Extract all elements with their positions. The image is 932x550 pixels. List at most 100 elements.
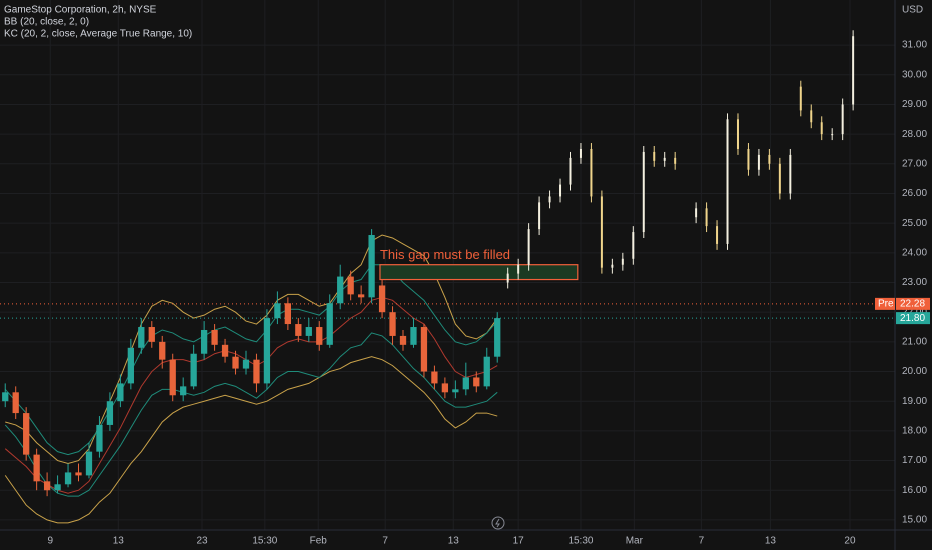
candle-body xyxy=(378,285,386,313)
grid xyxy=(0,0,895,530)
candle-body xyxy=(410,327,417,345)
candle-body xyxy=(747,148,750,170)
x-tick-label: 20 xyxy=(844,536,856,547)
candle-body xyxy=(284,303,292,325)
candle-body xyxy=(85,451,93,476)
candle-body xyxy=(559,184,562,197)
price-badge xyxy=(896,312,930,325)
candle-body xyxy=(789,154,792,194)
candle-body xyxy=(820,122,823,135)
candle-body xyxy=(695,208,698,218)
candle-body xyxy=(590,148,593,197)
x-tick-label: 7 xyxy=(382,536,388,547)
y-tick-label: 28.00 xyxy=(902,129,927,140)
candle-body xyxy=(64,472,72,485)
candle-body xyxy=(368,235,375,298)
annotation-box xyxy=(379,264,579,281)
indicator-label: KC (20, 2, close, Average True Range, 10… xyxy=(4,29,192,40)
candle-body xyxy=(96,424,103,452)
candle-body xyxy=(399,335,407,345)
candle-body xyxy=(736,119,739,149)
candle-body xyxy=(12,392,19,414)
candle-body xyxy=(347,276,354,295)
candle-body xyxy=(431,371,438,384)
candle-body xyxy=(253,359,260,384)
band-line xyxy=(4,296,498,494)
candle-body xyxy=(483,356,490,387)
candle-body xyxy=(148,327,155,342)
candle-body xyxy=(810,110,813,123)
y-tick-label: 21.00 xyxy=(902,336,927,347)
y-tick-label: 30.00 xyxy=(902,69,927,80)
candle-body xyxy=(138,327,145,348)
x-tick-label: 13 xyxy=(448,536,460,547)
candle-body xyxy=(538,202,541,230)
candle-body xyxy=(211,329,218,345)
candle-body xyxy=(263,318,271,384)
candle-body xyxy=(663,157,666,161)
candle-body xyxy=(600,196,603,268)
band-line xyxy=(4,264,498,456)
candle-body xyxy=(326,303,333,345)
candle-body xyxy=(852,36,855,105)
candle-body xyxy=(517,264,520,274)
candle-body xyxy=(305,327,312,336)
candle-body xyxy=(621,258,624,265)
candle-body xyxy=(462,377,469,390)
candle-body xyxy=(716,226,719,244)
candle-body xyxy=(579,148,582,158)
candle-body xyxy=(221,344,229,357)
candle-body xyxy=(169,359,176,396)
candle-body xyxy=(642,151,645,233)
replay-icon[interactable] xyxy=(491,516,505,530)
candle-body xyxy=(632,232,635,259)
candle-body xyxy=(799,86,802,111)
candle-body xyxy=(117,383,124,402)
chart-title: GameStop Corporation, 2h, NYSE xyxy=(4,5,157,16)
candle-body xyxy=(337,276,344,304)
x-tick-label: 7 xyxy=(699,536,705,547)
x-tick-label: 15:30 xyxy=(252,536,277,547)
candle-body xyxy=(441,383,449,393)
candle-body xyxy=(127,347,134,384)
x-tick-label: 23 xyxy=(196,536,208,547)
x-tick-label: 13 xyxy=(765,536,777,547)
candle-body xyxy=(106,401,114,425)
candle-body xyxy=(569,157,572,185)
candle-body xyxy=(705,208,708,227)
candle-body xyxy=(159,341,166,360)
candle-body xyxy=(726,119,729,244)
price-tag-badge xyxy=(875,297,895,310)
candle-body xyxy=(757,154,760,170)
candle-body xyxy=(33,454,40,482)
y-tick-label: 15.00 xyxy=(902,515,927,526)
y-tick-label: 20.00 xyxy=(902,366,927,377)
y-tick-label: 17.00 xyxy=(902,455,927,466)
band-line xyxy=(4,332,498,497)
candle-body xyxy=(316,327,323,345)
y-tick-label: 27.00 xyxy=(902,158,927,169)
candle-body xyxy=(190,353,197,387)
candle-body xyxy=(506,273,509,283)
price-badge xyxy=(896,297,930,310)
price-label: 21.80 xyxy=(900,313,925,324)
candle-body xyxy=(358,294,365,298)
candle-body xyxy=(778,163,781,194)
candle-body xyxy=(494,318,501,357)
y-tick-label: 29.00 xyxy=(902,99,927,110)
candle-body xyxy=(274,303,281,319)
candle-body xyxy=(420,327,428,372)
candle-body xyxy=(841,104,844,135)
y-tick-label: 18.00 xyxy=(902,426,927,437)
candle-body xyxy=(527,229,530,265)
candle-body xyxy=(452,389,459,393)
candle-body xyxy=(831,134,834,136)
price-tag: Pre xyxy=(878,299,894,310)
x-tick-label: 9 xyxy=(47,536,53,547)
candle-body xyxy=(295,324,302,336)
candle-body xyxy=(23,413,30,455)
candle-body xyxy=(473,377,480,387)
y-tick-label: 16.00 xyxy=(902,485,927,496)
